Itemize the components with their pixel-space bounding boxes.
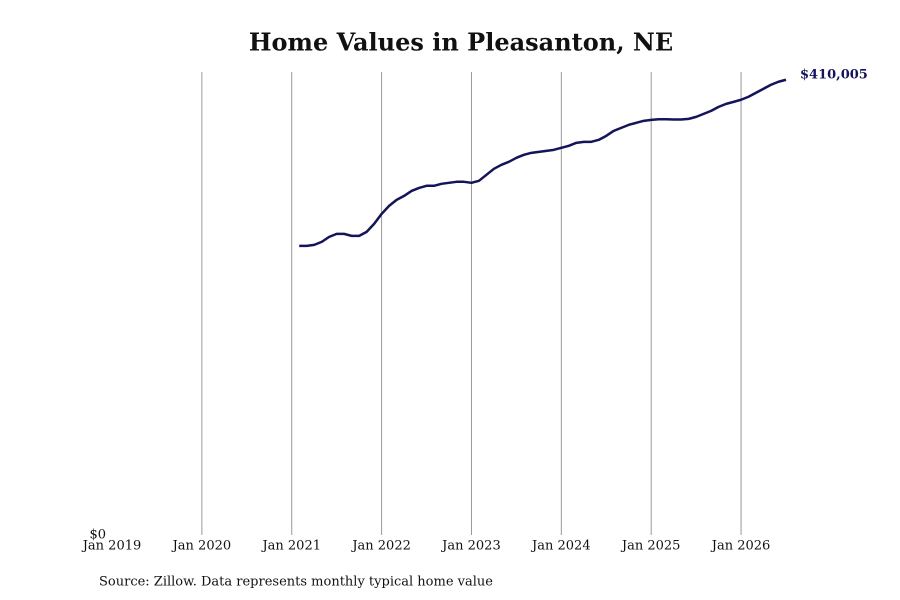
end-value-label: $410,005 (800, 67, 868, 82)
x-tick-label: Jan 2023 (440, 539, 501, 554)
chart-title: Home Values in Pleasanton, NE (249, 28, 673, 57)
y-tick-label: $0 (89, 528, 106, 543)
x-tick-label: Jan 2022 (350, 539, 411, 554)
x-tick-label: Jan 2019 (81, 539, 142, 554)
x-tick-label: Jan 2020 (171, 539, 232, 554)
x-tick-label: Jan 2021 (260, 539, 321, 554)
x-tick-label: Jan 2026 (710, 539, 771, 554)
x-tick-label: Jan 2025 (620, 539, 681, 554)
source-note: Source: Zillow. Data represents monthly … (99, 575, 493, 590)
data-line (299, 78, 787, 248)
x-tick-label: Jan 2024 (530, 539, 591, 554)
